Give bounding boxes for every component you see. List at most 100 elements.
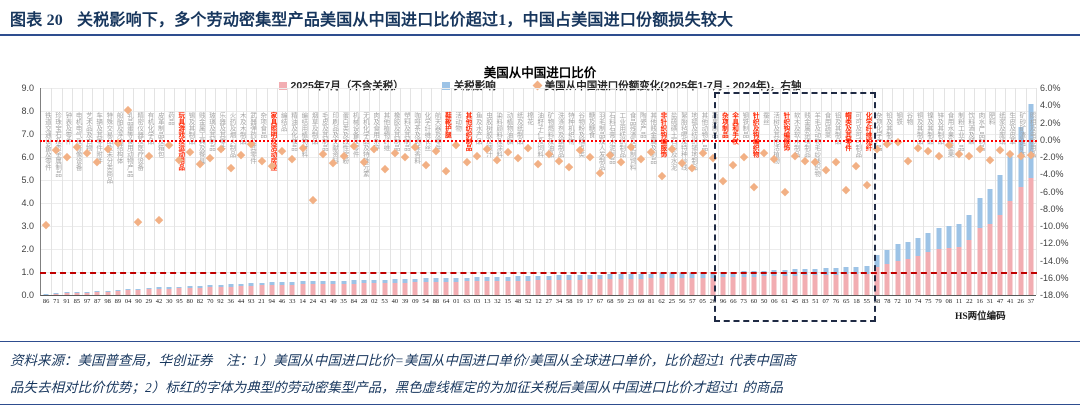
- category-label: 蔬果制品: [710, 112, 718, 138]
- bar-base: [74, 292, 80, 295]
- x-tick-label: 24: [309, 298, 317, 305]
- x-tick-label: 83: [801, 298, 809, 305]
- bar-tariff: [515, 276, 521, 281]
- bar-base: [443, 281, 449, 295]
- h-gridline: [41, 134, 1036, 135]
- bar-tariff: [433, 278, 439, 282]
- category-label: 贱金属杂项制品: [802, 112, 810, 158]
- bar-base: [864, 273, 870, 295]
- category-column: 食用蔬菜 07: [821, 88, 832, 305]
- share-diamond: [503, 147, 512, 156]
- x-tick-label: 26: [1017, 298, 1024, 305]
- left-axis-tick: 2.0: [21, 244, 34, 254]
- x-tick-label: 06: [771, 298, 778, 305]
- bar-tariff: [146, 287, 152, 290]
- bar-tariff: [197, 285, 203, 288]
- category-column: 木及木制品 44: [236, 88, 248, 305]
- category-label: 谷物粉及糕点类: [576, 112, 584, 158]
- x-tick-label: 14: [299, 298, 306, 305]
- bar-tariff: [679, 273, 685, 279]
- bar-tariff: [946, 226, 952, 248]
- category-label: 照相及电影用品: [1028, 112, 1036, 158]
- bar-base: [238, 286, 244, 295]
- category-column: 工业用纺织制品 59: [615, 88, 627, 305]
- plot-area: 铁道交通设备及零件 86 珍珠宝石及贵金属制品 71 钟表及零件 91 电机电气及音像设备 8…: [40, 88, 1037, 305]
- bar-tariff: [720, 272, 726, 278]
- category-label: 肥料: [987, 112, 995, 125]
- category-label: 有机化学品: [145, 112, 153, 145]
- category-label: 羊毛及动物毛纱线织物: [812, 112, 820, 177]
- share-diamond: [257, 156, 266, 165]
- left-axis-tick: 7.0: [21, 129, 34, 139]
- source-note: 资料来源：美国普查局，华创证券 注：1）美国从中国进口比价=美国从中国进口单价/…: [10, 347, 1072, 401]
- category-column: 化学纤维长丝 54: [421, 88, 432, 305]
- category-column: 贱金属工具及餐具 82: [195, 88, 207, 305]
- left-axis-tick: 3.0: [21, 221, 34, 231]
- category-label: 其他贱金属及制品: [648, 112, 656, 164]
- category-label: 肉及食用杂碎: [371, 112, 379, 151]
- share-diamond: [134, 217, 143, 226]
- category-label: 化学纤维长丝: [422, 112, 430, 151]
- x-tick-label: 39: [401, 298, 409, 305]
- x-tick-label: 49: [330, 298, 337, 305]
- x-tick-label: 94: [268, 298, 276, 305]
- x-tick-label: 17: [586, 298, 594, 305]
- category-label: 铜及其制品: [915, 112, 923, 145]
- category-column: 毛皮及其制品 43: [318, 88, 330, 305]
- share-diamond: [165, 141, 174, 149]
- h-gridline: [41, 180, 1036, 181]
- category-column: 铅及其制品 78: [882, 88, 894, 305]
- x-tick-label: 82: [196, 298, 204, 305]
- bar-tariff: [597, 274, 603, 280]
- bar-tariff: [546, 275, 552, 281]
- bar-base: [494, 280, 500, 295]
- x-tick-label: 67: [596, 298, 604, 305]
- category-label: 工业用纺织制品: [617, 112, 625, 158]
- share-diamond: [421, 160, 430, 169]
- share-diamond: [288, 154, 297, 163]
- category-label: 毛皮及其制品: [320, 112, 328, 151]
- share-diamond: [144, 151, 153, 160]
- x-tick-label: 98: [104, 298, 111, 305]
- bar-tariff: [494, 276, 500, 281]
- category-column: 洗涤剂及蜡制品 34: [554, 88, 566, 305]
- bar-base: [587, 279, 593, 295]
- category-column: 铜及其制品 74: [913, 88, 925, 305]
- bar-tariff: [392, 279, 398, 283]
- x-tick-label: 60: [750, 298, 758, 305]
- bar-base: [761, 276, 767, 295]
- x-tick-label: 97: [83, 298, 91, 305]
- bar-base: [577, 279, 583, 295]
- bar-tariff: [566, 275, 572, 280]
- share-diamond: [462, 158, 471, 167]
- bar-base: [351, 283, 357, 295]
- category-column: 谷物粉及糕点类 19: [574, 88, 586, 305]
- x-tick-label: 61: [781, 298, 788, 305]
- bar-base: [197, 287, 203, 295]
- x-tick-label: 86: [42, 298, 50, 305]
- right-axis-tick: -8.0%: [1040, 203, 1064, 214]
- category-label: 烟草及制品: [310, 112, 318, 145]
- category-column: 糖及糖食 17: [585, 88, 596, 305]
- share-diamond: [934, 152, 943, 161]
- share-diamond: [985, 155, 994, 164]
- x-tick-label: 54: [422, 298, 429, 305]
- bar-tariff: [864, 266, 870, 274]
- left-axis-tick: 8.0: [21, 106, 34, 116]
- category-label: 锌及其制品: [935, 112, 943, 145]
- category-column: 谷物 10: [903, 88, 914, 305]
- category-label: 食用水果及坚果: [946, 112, 954, 158]
- header-divider: [0, 34, 1080, 36]
- category-column: 其他动物产品 05: [697, 88, 709, 305]
- category-label: 洗涤剂及蜡制品: [556, 112, 564, 158]
- x-tick-label: 93: [248, 298, 255, 305]
- category-label: 棉花: [525, 112, 533, 125]
- right-axis-tick: -14.0%: [1040, 255, 1069, 266]
- x-tick-label: 37: [1027, 298, 1035, 305]
- bar-tariff: [556, 275, 562, 280]
- category-label: 珍珠宝石及贵金属制品: [53, 112, 61, 177]
- category-label: 皮革制品及箱包: [156, 112, 164, 158]
- category-label: 肉水产品制品: [976, 112, 984, 151]
- bar-base: [659, 278, 665, 295]
